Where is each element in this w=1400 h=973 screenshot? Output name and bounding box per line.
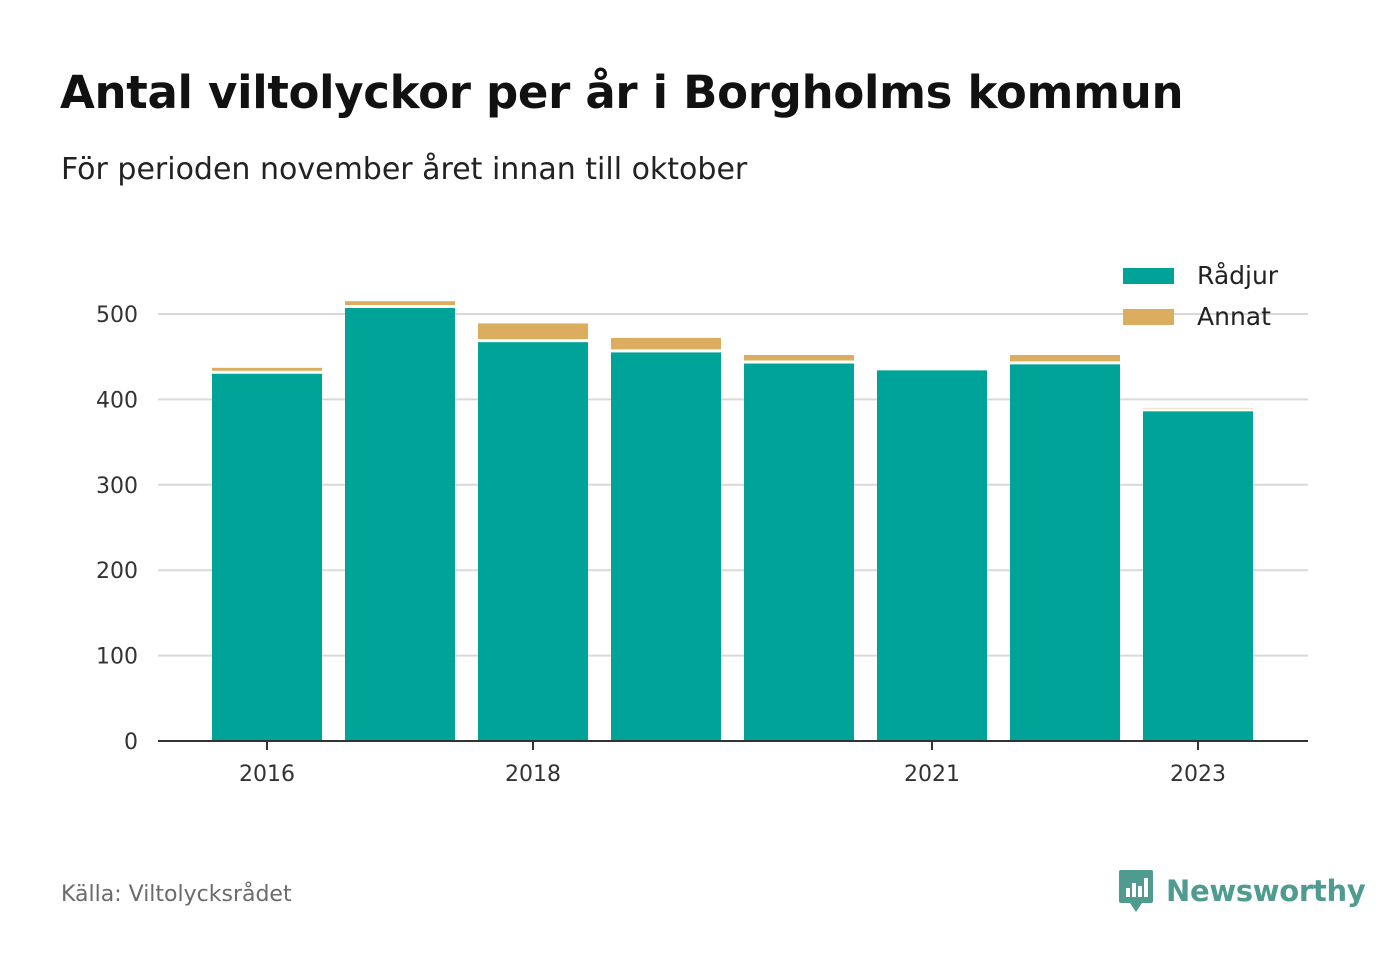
x-tick-label: 2016: [239, 762, 295, 787]
bar-radjur-2016: [212, 373, 322, 741]
brand-name: Newsworthy: [1166, 874, 1366, 908]
legend-swatch-radjur: [1123, 268, 1174, 284]
bar-annat-2022: [1010, 354, 1120, 362]
legend-label-annat: Annat: [1197, 302, 1271, 331]
bar-annat-2016: [212, 367, 322, 371]
bar-radjur-2019: [611, 352, 721, 741]
y-tick-label: 0: [124, 730, 138, 755]
bar-annat-2018: [478, 323, 588, 340]
bars: [212, 301, 1253, 741]
legend: Rådjur Annat: [1123, 261, 1279, 331]
y-tick-label: 100: [96, 645, 138, 670]
brand-logo[interactable]: Newsworthy: [1118, 868, 1366, 914]
x-tick-label: 2023: [1170, 762, 1226, 787]
bar-annat-2020: [744, 354, 854, 361]
y-tick-label: 500: [96, 303, 138, 328]
x-tick-label: 2018: [505, 762, 561, 787]
axes: 0 100 200 300 400 500 2016 2018 2021 2023: [96, 303, 1308, 787]
x-tick-label: 2021: [904, 762, 960, 787]
y-tick-label: 400: [96, 388, 138, 413]
chart-title: Antal viltolyckor per år i Borgholms kom…: [60, 66, 1184, 119]
bar-radjur-2017: [345, 308, 455, 741]
bar-radjur-2020: [744, 363, 854, 741]
bar-radjur-2022: [1010, 364, 1120, 741]
bar-radjur-2018: [478, 342, 588, 741]
bar-annat-2017: [345, 301, 455, 306]
legend-swatch-annat: [1123, 309, 1174, 325]
bar-radjur-2023: [1143, 411, 1253, 741]
y-tick-label: 300: [96, 474, 138, 499]
source-note: Källa: Viltolycksrådet: [61, 882, 292, 907]
chart-subtitle: För perioden november året innan till ok…: [61, 152, 748, 187]
grid-lines: [158, 313, 1308, 657]
bar-radjur-2021: [877, 370, 987, 741]
newsworthy-logo-icon: [1119, 870, 1153, 912]
bar-annat-2019: [611, 337, 721, 350]
y-tick-label: 200: [96, 559, 138, 584]
legend-label-radjur: Rådjur: [1197, 261, 1279, 290]
